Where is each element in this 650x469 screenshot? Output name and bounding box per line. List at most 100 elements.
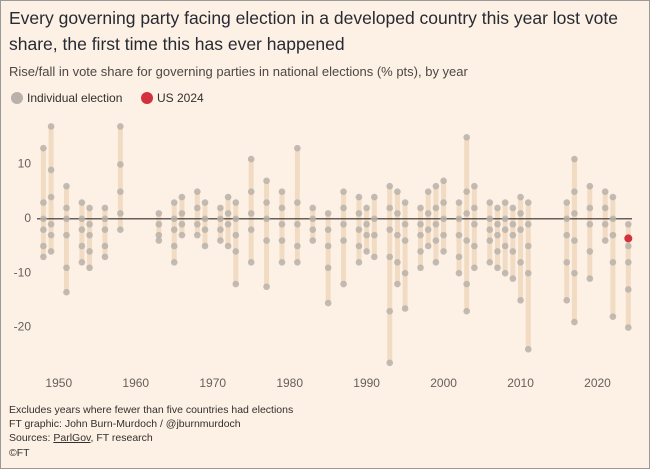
election-dot (401, 269, 409, 277)
election-dot (47, 166, 55, 174)
election-dot (178, 231, 186, 239)
election-dot (178, 193, 186, 201)
election-dot (340, 237, 347, 244)
election-dot (424, 226, 432, 233)
election-dot (486, 259, 494, 266)
election-dot (455, 215, 463, 223)
election-dot (509, 204, 517, 212)
election-dot (170, 226, 178, 233)
election-dot (494, 204, 501, 212)
election-dot (63, 231, 70, 239)
election-dot (571, 318, 578, 326)
election-dot (309, 226, 317, 233)
election-dot (471, 182, 478, 190)
election-dot (501, 199, 509, 206)
election-dot (386, 307, 394, 315)
election-dot (324, 226, 332, 233)
x-tick-label: 1980 (276, 376, 303, 390)
election-dot (232, 231, 240, 239)
election-dot (217, 204, 224, 212)
election-dot (101, 215, 109, 223)
election-dot (101, 242, 109, 250)
election-dot (201, 242, 209, 250)
election-dot (78, 215, 86, 223)
x-tick-label: 2010 (507, 376, 534, 390)
range-bar (233, 202, 239, 285)
election-dot (417, 231, 424, 239)
election-dot (494, 220, 501, 228)
election-dot (117, 161, 124, 168)
election-dot (494, 264, 501, 272)
election-dot (609, 215, 617, 223)
election-dot (509, 220, 517, 228)
source-link[interactable]: ParlGov (53, 432, 91, 444)
election-dot (401, 199, 409, 206)
election-dot (609, 193, 617, 201)
election-dot (47, 123, 55, 130)
election-dot (517, 226, 524, 233)
election-dot (609, 313, 617, 320)
election-dot (524, 220, 532, 228)
election-dot (524, 345, 532, 353)
election-dot (501, 269, 509, 277)
election-dot (86, 204, 93, 212)
election-dot (247, 226, 255, 233)
election-dot (278, 259, 286, 266)
election-dot (440, 231, 447, 239)
x-tick-label: 1950 (45, 376, 72, 390)
election-dot (247, 259, 255, 266)
election-dot (194, 220, 201, 228)
election-dot (155, 231, 163, 239)
election-dot (424, 188, 432, 195)
election-dot (263, 177, 270, 185)
chart-title: Every governing party facing election in… (9, 8, 618, 54)
election-dot (563, 259, 571, 266)
election-dot (509, 231, 517, 239)
range-bar (194, 191, 200, 236)
election-dot (40, 199, 47, 206)
range-bar (48, 126, 54, 252)
y-tick-label: -20 (14, 320, 32, 334)
election-dot (194, 231, 201, 239)
note: Excludes years where fewer than five cou… (9, 404, 294, 416)
election-dot (517, 193, 524, 201)
election-dot (170, 242, 178, 250)
x-tick-label: 1990 (353, 376, 380, 390)
election-dot (63, 215, 70, 223)
range-bar (587, 186, 593, 279)
election-dot (625, 242, 632, 250)
range-bar (217, 207, 223, 241)
election-dot (471, 204, 478, 212)
election-dot (625, 220, 632, 228)
election-dot (47, 231, 55, 239)
election-dot (40, 144, 47, 152)
election-dot (440, 215, 447, 223)
election-dot (47, 220, 55, 228)
legend-label: US 2024 (157, 91, 204, 105)
y-tick-label: 10 (18, 157, 32, 171)
election-dot (355, 259, 363, 266)
election-dot (40, 215, 47, 223)
election-dot (432, 237, 440, 244)
election-dot (463, 237, 470, 244)
election-dot (386, 359, 394, 367)
election-dot (471, 264, 478, 272)
range-bar (518, 197, 524, 301)
election-dot (217, 215, 224, 223)
election-dot (324, 242, 332, 250)
election-dot (501, 242, 509, 250)
election-dot (194, 188, 201, 195)
election-dot (47, 193, 55, 201)
election-dot (247, 155, 255, 163)
election-dot (40, 253, 47, 261)
election-dot (494, 248, 501, 255)
x-tick-label: 2000 (430, 376, 457, 390)
election-dot (224, 242, 232, 250)
election-dot (625, 286, 632, 293)
election-dot (394, 231, 401, 239)
election-dot (486, 226, 494, 233)
x-tick-label: 2020 (584, 376, 611, 390)
election-dot (340, 204, 347, 212)
election-dot (524, 269, 532, 277)
election-dot (86, 220, 93, 228)
